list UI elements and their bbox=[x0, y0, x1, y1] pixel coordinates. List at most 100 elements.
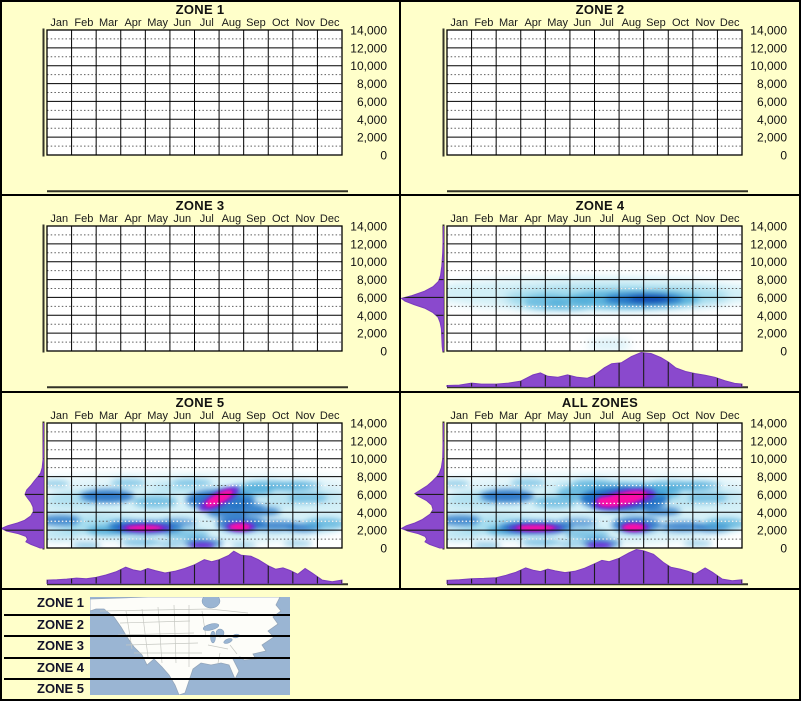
month-label: May bbox=[147, 410, 168, 422]
month-label: Apr bbox=[524, 410, 541, 422]
month-label: Apr bbox=[524, 213, 541, 225]
map-zone2-label: ZONE 2 bbox=[37, 617, 84, 632]
month-label: May bbox=[147, 213, 168, 225]
month-label: Dec bbox=[320, 213, 340, 225]
y-tick-label: 2,000 bbox=[757, 524, 787, 538]
y-tick-label: 8,000 bbox=[357, 273, 387, 287]
month-label: Aug bbox=[222, 213, 242, 225]
map-zone3-label: ZONE 3 bbox=[37, 638, 84, 653]
month-label: Jul bbox=[600, 17, 614, 29]
y-tick-label: 6,000 bbox=[757, 95, 787, 109]
y-tick-label: 10,000 bbox=[750, 59, 787, 73]
y-tick-label: 10,000 bbox=[350, 59, 387, 73]
month-label: Jun bbox=[173, 17, 191, 29]
y-tick-label: 2,000 bbox=[757, 131, 787, 145]
y-tick-label: 2,000 bbox=[357, 131, 387, 145]
y-tick-label: 10,000 bbox=[350, 452, 387, 466]
month-label: Sep bbox=[246, 213, 266, 225]
month-label: Sep bbox=[646, 213, 666, 225]
month-label: Apr bbox=[124, 17, 141, 29]
month-label: Apr bbox=[524, 17, 541, 29]
month-label: Feb bbox=[74, 17, 93, 29]
month-label: Aug bbox=[622, 410, 642, 422]
y-tick-label: 6,000 bbox=[357, 95, 387, 109]
month-label: Sep bbox=[646, 17, 666, 29]
y-tick-label: 10,000 bbox=[750, 255, 787, 269]
map-zone1-label: ZONE 1 bbox=[37, 595, 84, 610]
month-label: May bbox=[547, 213, 568, 225]
panel-title-zone1: ZONE 1 bbox=[175, 2, 225, 17]
y-tick-label: 8,000 bbox=[357, 470, 387, 484]
y-tick-label: 10,000 bbox=[750, 452, 787, 466]
zone-boundary-line-2 bbox=[4, 635, 290, 637]
zone-boundary-line-4 bbox=[4, 678, 290, 680]
month-label: Jan bbox=[50, 213, 68, 225]
month-label: Jul bbox=[600, 213, 614, 225]
major-gridlines bbox=[46, 422, 343, 549]
zone5-plot: Jan Feb Mar Apr May Jun Jul Aug Sep Oct Nov Dec 14,0… bbox=[0, 410, 387, 586]
month-label: Aug bbox=[622, 17, 642, 29]
zone3-plot: Jan Feb Mar Apr May Jun Jul Aug Sep Oct Nov Dec 14,0… bbox=[42, 213, 387, 389]
major-gridlines bbox=[46, 29, 343, 156]
y-tick-label: 8,000 bbox=[757, 273, 787, 287]
month-label: Nov bbox=[295, 213, 315, 225]
month-label: Jun bbox=[173, 410, 191, 422]
month-label: Dec bbox=[320, 410, 340, 422]
y-tick-label: 14,000 bbox=[350, 24, 387, 38]
map-zone5-label: ZONE 5 bbox=[37, 681, 84, 696]
map-state-borders bbox=[99, 604, 249, 667]
y-tick-label: 4,000 bbox=[357, 506, 387, 520]
month-label: Aug bbox=[622, 213, 642, 225]
panel-title-all-zones: ALL ZONES bbox=[561, 395, 639, 410]
y-tick-label: 8,000 bbox=[757, 77, 787, 91]
y-tick-label: 4,000 bbox=[357, 309, 387, 323]
month-label: Jan bbox=[50, 17, 68, 29]
panel-title-zone3: ZONE 3 bbox=[175, 198, 225, 213]
y-tick-label: 12,000 bbox=[750, 434, 787, 448]
zone4-plot: Jan Feb Mar Apr May Jun Jul Aug Sep Oct Nov Dec 14,0… bbox=[400, 213, 787, 389]
y-tick-label: 12,000 bbox=[350, 237, 387, 251]
y-tick-label: 14,000 bbox=[350, 220, 387, 234]
y-tick-label: 14,000 bbox=[750, 24, 787, 38]
y-tick-label: 4,000 bbox=[757, 506, 787, 520]
month-label: Jul bbox=[200, 410, 214, 422]
y-tick-label: 0 bbox=[380, 345, 387, 359]
month-label: Feb bbox=[74, 410, 93, 422]
major-gridlines bbox=[446, 422, 743, 549]
month-label: Oct bbox=[272, 17, 289, 29]
y-tick-label: 0 bbox=[780, 345, 787, 359]
panel-zone3: ZONE 3 Jan Feb Mar Apr May Jun Jul Aug Sep Oct Nov… bbox=[0, 196, 400, 392]
month-label: Jun bbox=[573, 213, 591, 225]
y-tick-label: 0 bbox=[380, 149, 387, 163]
y-tick-label: 12,000 bbox=[350, 434, 387, 448]
month-label: Mar bbox=[99, 213, 118, 225]
zone-map-legend: ZONE 1 ZONE 2 ZONE 3 ZONE 4 ZONE 5 bbox=[0, 590, 801, 701]
y-tick-label: 12,000 bbox=[350, 41, 387, 55]
y-tick-label: 4,000 bbox=[757, 309, 787, 323]
y-tick-label: 8,000 bbox=[757, 470, 787, 484]
month-label: Apr bbox=[124, 213, 141, 225]
month-label: Feb bbox=[474, 213, 493, 225]
month-label: Mar bbox=[499, 17, 518, 29]
panel-zone1: ZONE 1 Jan Feb Mar Apr May Jun Jul Aug Sep Oct Nov… bbox=[0, 0, 400, 196]
month-label: Mar bbox=[499, 410, 518, 422]
panel-zone5: ZONE 5 Jan Feb Mar Apr May Jun Jul Aug Sep Oct Nov… bbox=[0, 393, 400, 589]
y-tick-label: 10,000 bbox=[350, 255, 387, 269]
zone-boundary-line-3 bbox=[4, 657, 290, 659]
month-label: Oct bbox=[672, 17, 689, 29]
month-label: Apr bbox=[124, 410, 141, 422]
left-elevation-marginal bbox=[400, 225, 444, 352]
month-label: Mar bbox=[499, 213, 518, 225]
month-label: Sep bbox=[246, 17, 266, 29]
month-label: Sep bbox=[646, 410, 666, 422]
month-label: Dec bbox=[720, 213, 740, 225]
month-label: Aug bbox=[222, 410, 242, 422]
month-label: Oct bbox=[672, 213, 689, 225]
y-tick-label: 0 bbox=[380, 542, 387, 556]
hudson-bay bbox=[201, 597, 221, 609]
panel-zone2: ZONE 2 Jan Feb Mar Apr May Jun Jul Aug Sep Oct Nov… bbox=[400, 0, 800, 196]
y-tick-label: 0 bbox=[780, 542, 787, 556]
month-label: Dec bbox=[720, 410, 740, 422]
month-label: May bbox=[547, 17, 568, 29]
